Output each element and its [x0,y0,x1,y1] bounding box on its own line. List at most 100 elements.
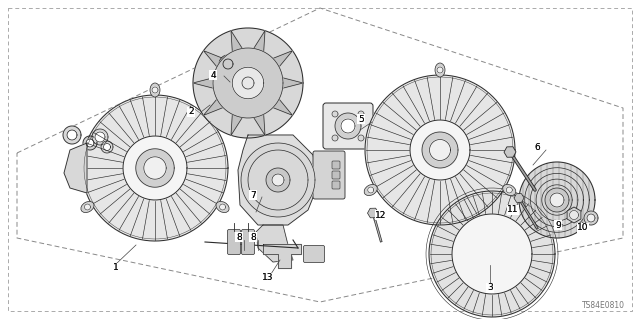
FancyBboxPatch shape [235,232,243,241]
Polygon shape [283,78,303,88]
Text: 6: 6 [534,144,540,152]
Polygon shape [272,174,284,186]
Polygon shape [204,51,223,67]
FancyBboxPatch shape [227,229,241,255]
Text: 12: 12 [375,211,387,219]
Text: 11: 11 [508,205,519,214]
Text: 2: 2 [188,108,194,116]
Polygon shape [136,149,174,187]
FancyBboxPatch shape [375,210,387,219]
Polygon shape [123,136,187,200]
Polygon shape [429,139,451,160]
Polygon shape [63,126,81,144]
FancyBboxPatch shape [262,272,274,283]
Text: 5: 5 [358,115,364,123]
Polygon shape [82,95,228,241]
FancyBboxPatch shape [313,151,345,199]
Polygon shape [273,51,292,67]
Polygon shape [570,211,579,219]
FancyBboxPatch shape [357,114,365,123]
Text: 9: 9 [555,220,561,229]
Polygon shape [220,204,225,210]
Polygon shape [545,188,569,212]
Polygon shape [219,55,237,73]
Polygon shape [368,187,374,193]
Text: 8: 8 [236,233,242,241]
FancyBboxPatch shape [332,171,340,179]
Text: 4: 4 [210,70,216,79]
Ellipse shape [81,201,94,212]
Polygon shape [429,191,555,317]
Polygon shape [104,144,111,151]
Text: 13: 13 [262,273,274,283]
Polygon shape [506,187,512,193]
FancyBboxPatch shape [577,222,589,233]
Polygon shape [83,136,97,150]
Text: 11: 11 [508,205,519,214]
Polygon shape [92,129,108,145]
Text: 9: 9 [555,220,561,229]
Polygon shape [144,157,166,179]
Polygon shape [101,141,113,153]
Ellipse shape [503,184,516,196]
Ellipse shape [364,184,377,196]
Polygon shape [241,143,315,217]
FancyBboxPatch shape [554,219,562,229]
Polygon shape [410,120,470,180]
Polygon shape [193,78,213,88]
Text: 5: 5 [358,115,364,123]
Polygon shape [266,168,290,192]
Polygon shape [358,111,364,117]
Polygon shape [341,119,355,133]
FancyBboxPatch shape [507,204,519,214]
Text: TS84E0810: TS84E0810 [582,301,625,310]
Polygon shape [86,139,94,147]
Polygon shape [232,67,264,99]
FancyBboxPatch shape [332,161,340,169]
Text: 8: 8 [250,233,256,241]
FancyBboxPatch shape [187,107,195,116]
Text: 3: 3 [487,284,493,293]
FancyBboxPatch shape [303,246,324,263]
Polygon shape [64,143,87,193]
Polygon shape [550,193,564,207]
Polygon shape [358,135,364,141]
FancyBboxPatch shape [486,283,494,293]
Polygon shape [236,71,260,95]
Polygon shape [263,244,301,268]
Polygon shape [332,111,338,117]
Polygon shape [273,99,292,115]
Polygon shape [152,87,158,93]
Text: 1: 1 [113,263,119,272]
Polygon shape [223,59,233,69]
Polygon shape [231,114,243,135]
Polygon shape [452,214,532,294]
Text: 4: 4 [210,70,216,79]
Polygon shape [193,28,303,138]
Text: 7: 7 [250,190,256,199]
FancyBboxPatch shape [249,232,257,241]
Polygon shape [95,132,105,142]
Text: 6: 6 [534,144,540,152]
FancyBboxPatch shape [112,263,120,272]
Text: 1: 1 [113,263,119,272]
Polygon shape [231,31,243,52]
FancyBboxPatch shape [323,103,373,149]
Polygon shape [242,77,254,89]
Ellipse shape [150,83,160,97]
Polygon shape [253,114,265,135]
Polygon shape [204,99,223,115]
Text: 10: 10 [577,224,589,233]
Text: 7: 7 [250,190,256,199]
FancyBboxPatch shape [332,181,340,189]
Polygon shape [422,132,458,168]
Polygon shape [332,135,338,141]
Polygon shape [365,75,515,225]
Polygon shape [335,113,361,139]
Text: 3: 3 [487,284,493,293]
FancyBboxPatch shape [209,70,217,79]
Text: 12: 12 [375,211,387,219]
Text: 10: 10 [577,224,589,233]
Polygon shape [67,130,77,140]
Polygon shape [519,162,595,238]
